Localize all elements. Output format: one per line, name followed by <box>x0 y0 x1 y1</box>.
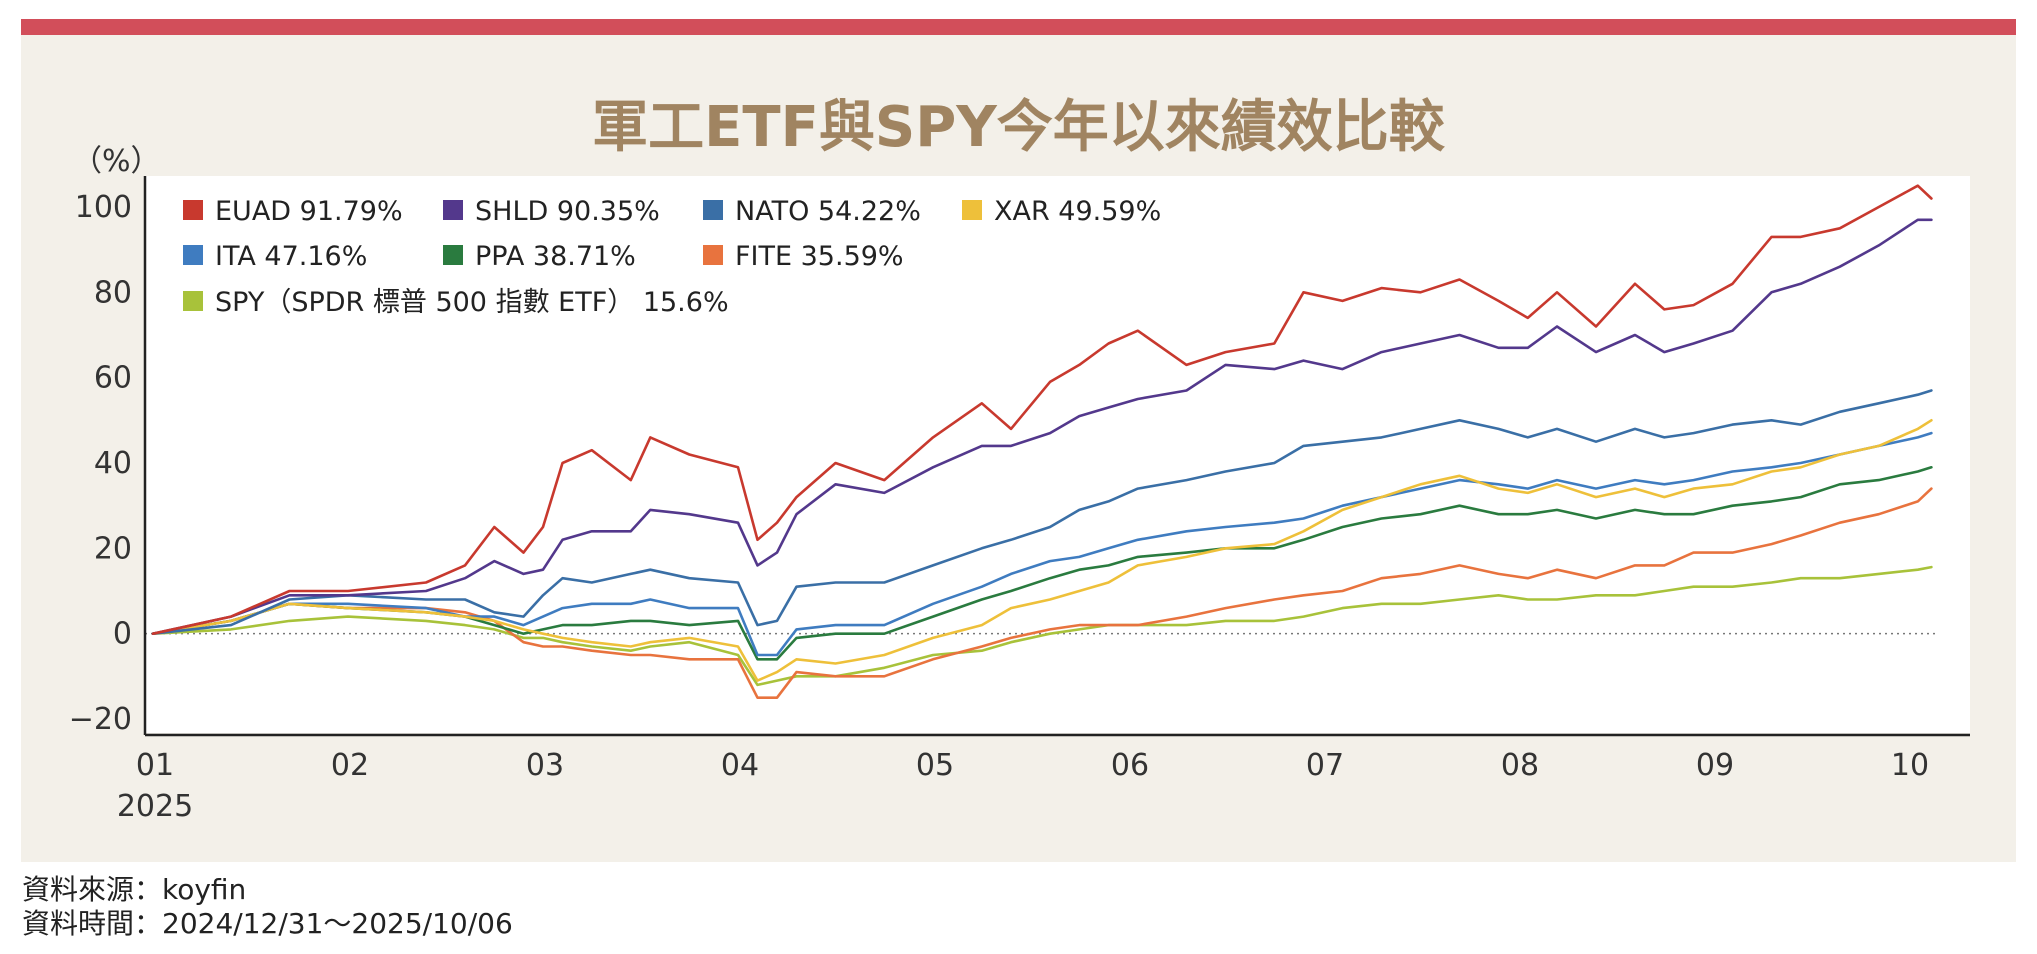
x-tick-label: 03 <box>526 748 564 783</box>
legend-swatch-xar <box>962 200 982 220</box>
legend-label-ppa: PPA 38.71% <box>475 241 636 272</box>
x-tick-label: 04 <box>721 748 759 783</box>
legend-swatch-ppa <box>443 245 463 265</box>
y-tick-label: 20 <box>94 531 132 566</box>
series-line-fite <box>151 487 1933 700</box>
footer-source: 資料來源：koyfin <box>22 873 247 906</box>
x-tick-label: 01 <box>136 748 174 783</box>
y-tick-label: 40 <box>94 446 132 481</box>
legend-swatch-spy <box>183 291 203 311</box>
legend: EUAD 91.79% SHLD 90.35% NATO 54.22% XAR 49.… <box>183 196 1161 318</box>
legend-swatch-fite <box>703 245 723 265</box>
top-accent-bar <box>21 19 2016 35</box>
y-tick-label: 100 <box>75 190 132 225</box>
x-year-label: 2025 <box>117 789 193 824</box>
series-line-ita <box>151 431 1933 657</box>
legend-label-nato: NATO 54.22% <box>735 196 921 227</box>
series-line-nato <box>151 389 1933 636</box>
series-layer <box>151 184 1933 700</box>
x-tick-label: 05 <box>916 748 954 783</box>
chart-title: 軍工ETF與SPY今年以來績效比較 <box>592 95 1445 160</box>
series-line-shld <box>151 218 1933 636</box>
y-unit-label: （%） <box>72 144 161 179</box>
series-line-spy <box>151 565 1933 687</box>
legend-swatch-ita <box>183 245 203 265</box>
legend-swatch-euad <box>183 200 203 220</box>
series-line-xar <box>151 418 1933 682</box>
x-tick-label: 06 <box>1111 748 1149 783</box>
y-tick-label: 0 <box>113 617 132 652</box>
legend-swatch-shld <box>443 200 463 220</box>
series-line-euad <box>151 184 1933 636</box>
legend-label-shld: SHLD 90.35% <box>475 196 660 227</box>
legend-label-spy: SPY（SPDR 標普 500 指數 ETF） 15.6% <box>215 287 729 318</box>
legend-label-ita: ITA 47.16% <box>215 241 367 272</box>
series-line-ppa <box>151 465 1933 661</box>
x-tick-label: 10 <box>1891 748 1929 783</box>
footer-period: 資料時間：2024/12/31～2025/10/06 <box>22 907 513 940</box>
y-tick-label: 60 <box>94 361 132 396</box>
legend-label-fite: FITE 35.59% <box>735 241 904 272</box>
y-tick-label: 80 <box>94 275 132 310</box>
x-tick-label: 09 <box>1696 748 1734 783</box>
plot-area <box>145 176 1970 733</box>
y-tick-label: −20 <box>69 702 132 737</box>
x-tick-label: 08 <box>1501 748 1539 783</box>
x-tick-label: 02 <box>331 748 369 783</box>
legend-swatch-nato <box>703 200 723 220</box>
x-tick-label: 07 <box>1306 748 1344 783</box>
legend-label-xar: XAR 49.59% <box>994 196 1161 227</box>
legend-label-euad: EUAD 91.79% <box>215 196 403 227</box>
